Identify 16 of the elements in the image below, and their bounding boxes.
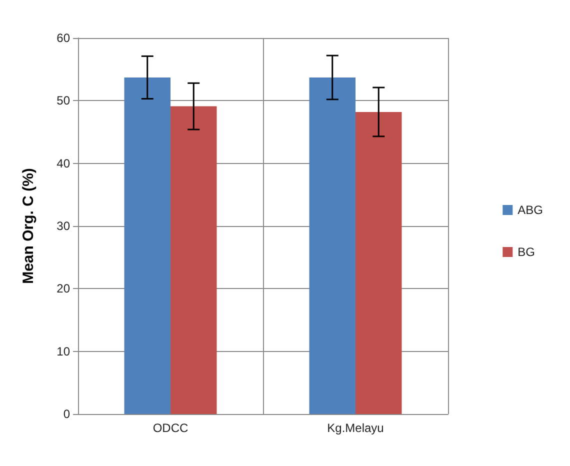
legend-label: ABG [518,203,543,217]
bar [170,106,217,414]
x-tick-label: Kg.Melayu [327,421,384,435]
x-tick-label: ODCC [152,421,188,435]
y-tick-label: 0 [63,407,70,421]
y-tick-label: 10 [56,344,70,358]
bar [309,77,356,414]
y-tick-label: 30 [56,219,70,233]
bar [356,112,402,414]
y-axis-title: Mean Org. C (%) [20,168,37,284]
bar [124,77,170,414]
y-tick-label: 20 [56,282,70,296]
legend-label: BG [518,245,535,259]
y-tick-label: 40 [56,156,70,170]
y-tick-label: 50 [56,94,70,108]
y-tick-label: 60 [56,31,70,45]
